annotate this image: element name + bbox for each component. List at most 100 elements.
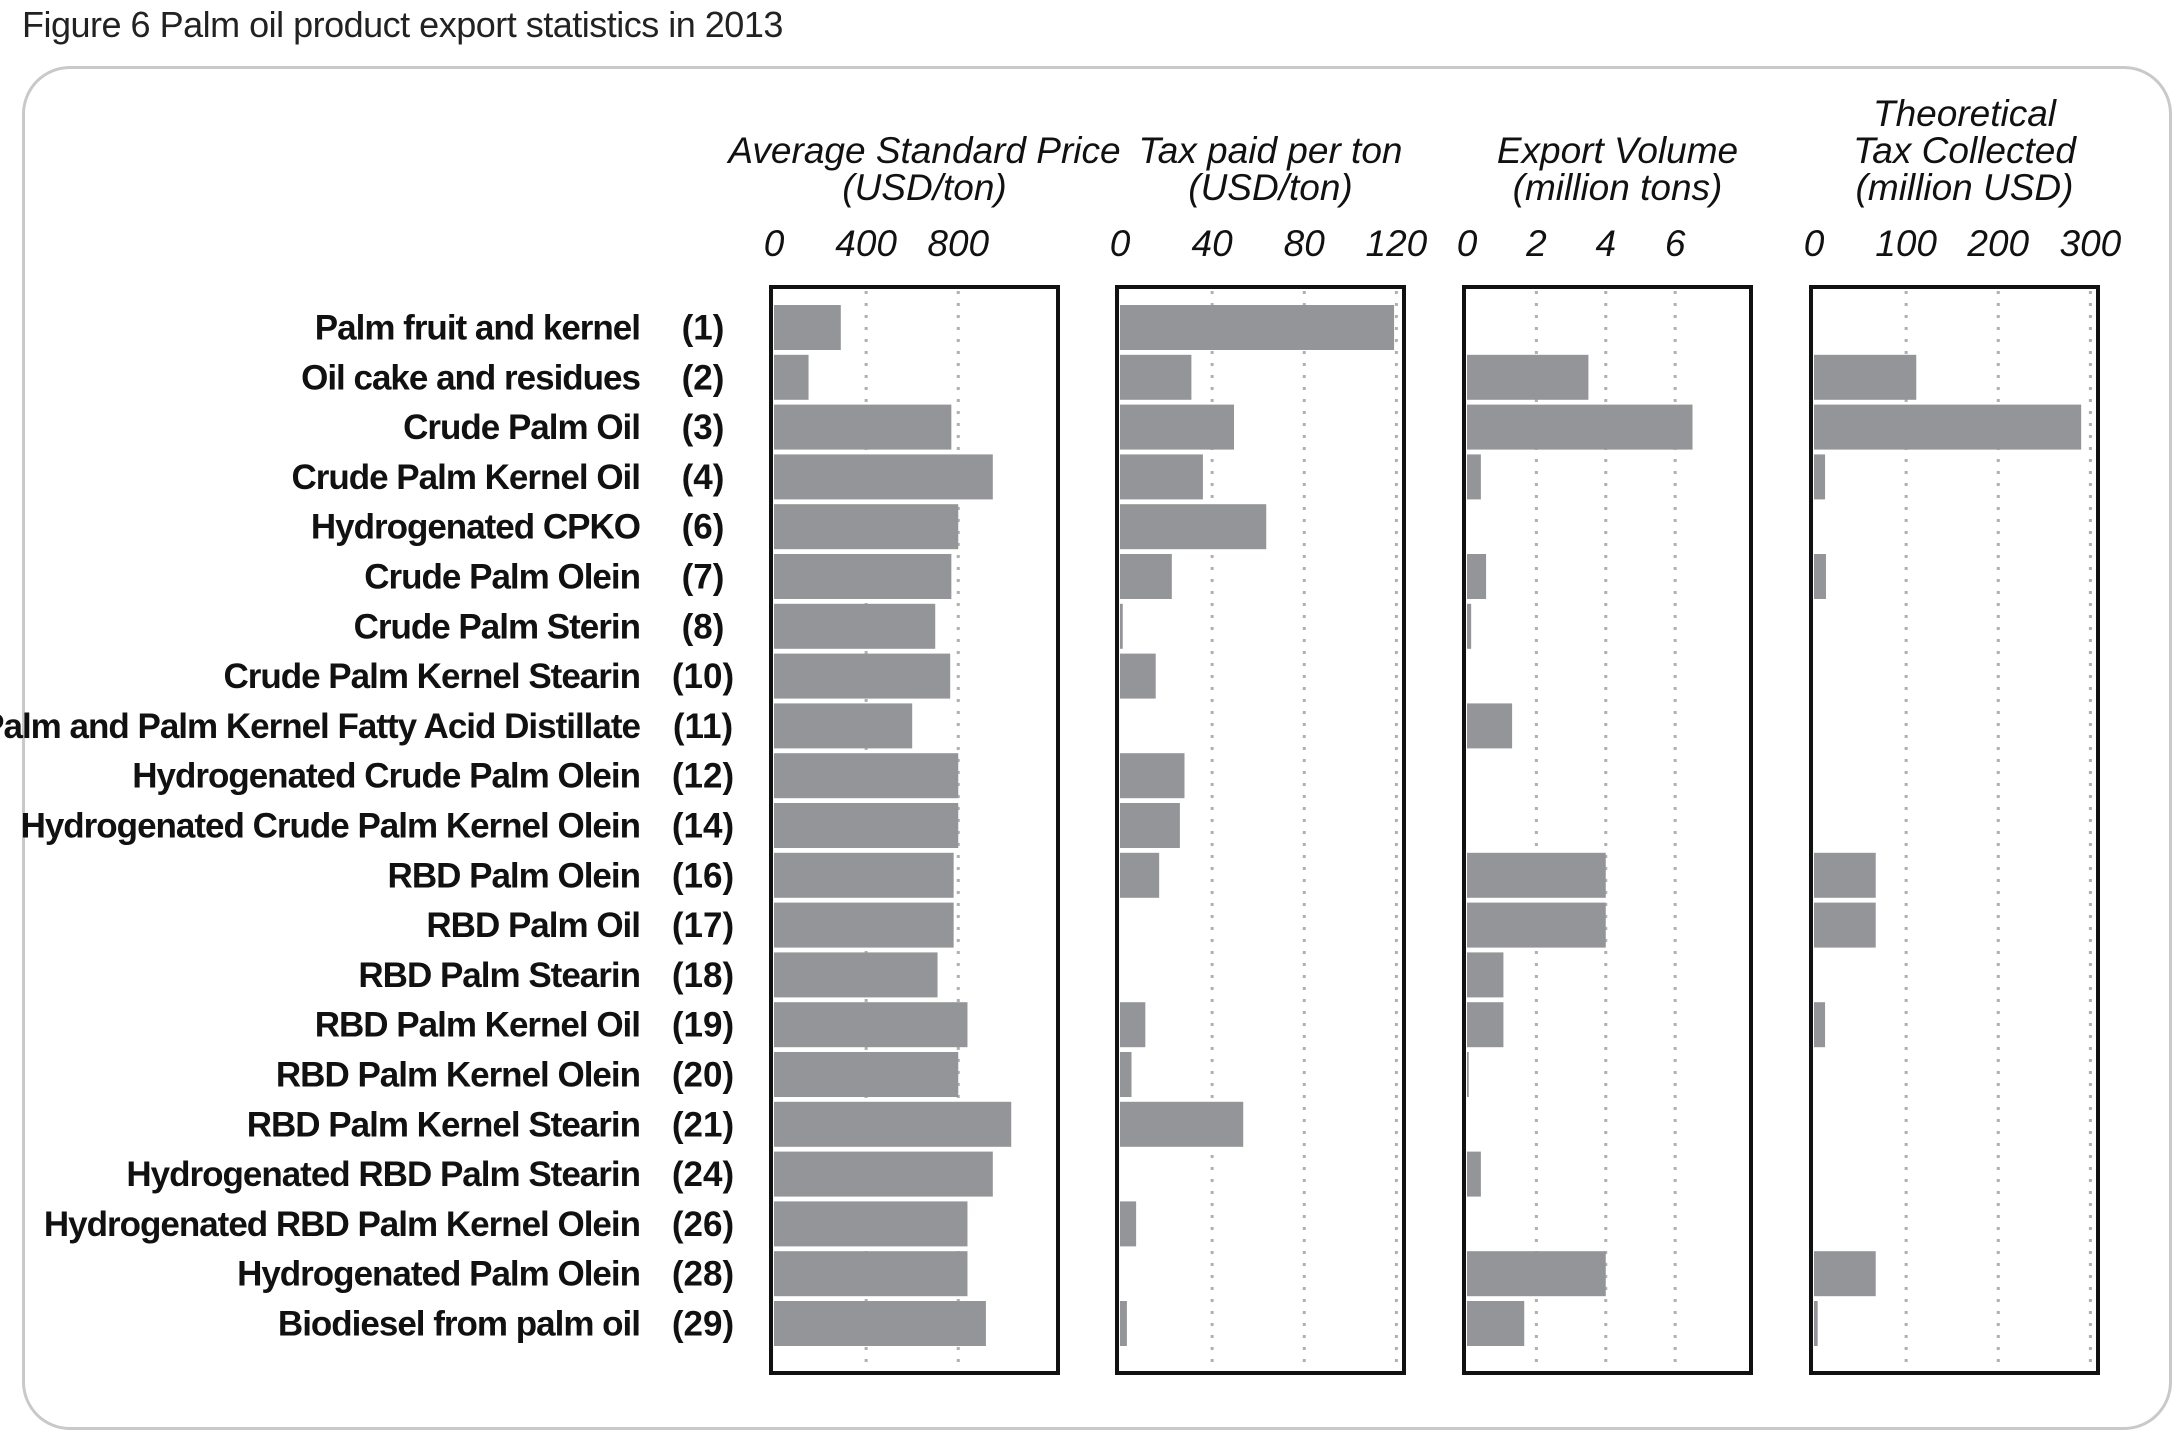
category-code: (10) [672,657,734,696]
bar [774,1101,1012,1147]
bar [1120,653,1156,699]
bar [774,603,936,649]
category-code: (2) [682,358,725,397]
bar [774,504,959,550]
category-code: (18) [672,956,734,995]
bar [1120,1101,1244,1147]
bar [774,902,954,948]
category-code: (19) [672,1006,734,1045]
panel-title-line: (million USD) [1856,167,2074,208]
bar [774,1002,968,1048]
category-label: Palm fruit and kernel [315,309,640,348]
bar [1467,1251,1606,1297]
category-label: Crude Palm Olein [364,558,640,597]
bar [1467,952,1504,998]
category-label: Crude Palm Sterin [354,607,640,646]
bar [774,852,954,898]
bar [1467,852,1606,898]
panel-frame [1809,285,2100,1375]
category-code: (24) [672,1155,734,1194]
category-label: Hydrogenated CPKO [311,508,640,547]
category-label: RBD Palm Kernel Oil [315,1006,640,1045]
bar [1120,852,1160,898]
bar [1467,1052,1469,1097]
category-label: RBD Palm Olein [388,856,640,895]
bar [1467,1002,1504,1048]
bar [1467,902,1606,948]
bar [1120,1301,1127,1346]
category-label: RBD Palm Kernel Olein [276,1056,640,1095]
bar [1814,1002,1826,1048]
category-code: (28) [672,1255,734,1294]
bar [1120,603,1123,649]
bar [1120,454,1203,500]
bar [1467,1301,1525,1346]
chart-frame [22,66,2172,1430]
category-code: (11) [673,707,733,746]
category-code: (26) [672,1205,734,1244]
bar [1120,753,1185,799]
tick-label: 0 [1457,223,1478,264]
bar [1120,404,1235,450]
category-label: Palm and Palm Kernel Fatty Acid Distilla… [0,707,641,746]
panel-title-line: (million tons) [1513,167,1723,208]
bar [774,354,809,400]
bar [1814,404,2082,450]
category-label: Oil cake and residues [301,358,640,397]
bar [1814,1251,1876,1297]
panel-frame [1115,285,1406,1375]
category-code: (17) [672,906,734,945]
category-code: (21) [672,1105,734,1144]
category-code: (14) [672,807,734,846]
bar [774,703,913,749]
panel-title-line: Tax Collected [1853,130,2077,171]
bar [1467,554,1487,599]
tick-label: 120 [1366,223,1428,264]
bar [1467,703,1513,749]
bar [1467,1151,1481,1197]
category-label: Crude Palm Kernel Stearin [223,657,640,696]
bar [774,753,959,799]
category-code: (16) [672,856,734,895]
tick-label: 2 [1525,223,1547,264]
bar [1120,1201,1137,1247]
panel-title-line: Export Volume [1497,130,1738,171]
bar [774,1151,993,1197]
bar [1814,1301,1818,1346]
category-label: Biodiesel from palm oil [278,1305,640,1344]
bar [774,554,952,599]
category-code: (29) [672,1305,734,1344]
category-label: Crude Palm Kernel Oil [291,458,640,497]
tick-label: 80 [1284,223,1326,264]
tick-label: 4 [1595,223,1616,264]
category-label: Hydrogenated Palm Olein [237,1255,640,1294]
panel-title-line: Tax paid per ton [1139,130,1403,171]
bar [1120,803,1180,848]
tick-label: 40 [1192,223,1234,264]
category-label: RBD Palm Oil [426,906,640,945]
bar [774,305,841,350]
bar [1120,1002,1146,1048]
bar [774,1052,959,1097]
bar [1120,504,1267,550]
category-label: RBD Palm Stearin [358,956,640,995]
bar [1814,454,1826,500]
bar [1814,902,1876,948]
bar [1814,554,1826,599]
bar [774,404,952,450]
bar [1814,852,1876,898]
bar [774,454,993,500]
panel-title-line: Average Standard Price [726,130,1120,171]
bar [774,1251,968,1297]
category-code: (7) [682,558,725,597]
category-label: Hydrogenated RBD Palm Kernel Olein [44,1205,640,1244]
category-code: (12) [672,757,734,796]
category-label: Hydrogenated Crude Palm Kernel Olein [21,807,640,846]
bar [1467,603,1472,649]
bar [1467,354,1589,400]
bar [774,1201,968,1247]
bar [1467,404,1693,450]
tick-label: 200 [1966,223,2029,264]
tick-label: 400 [835,223,897,264]
